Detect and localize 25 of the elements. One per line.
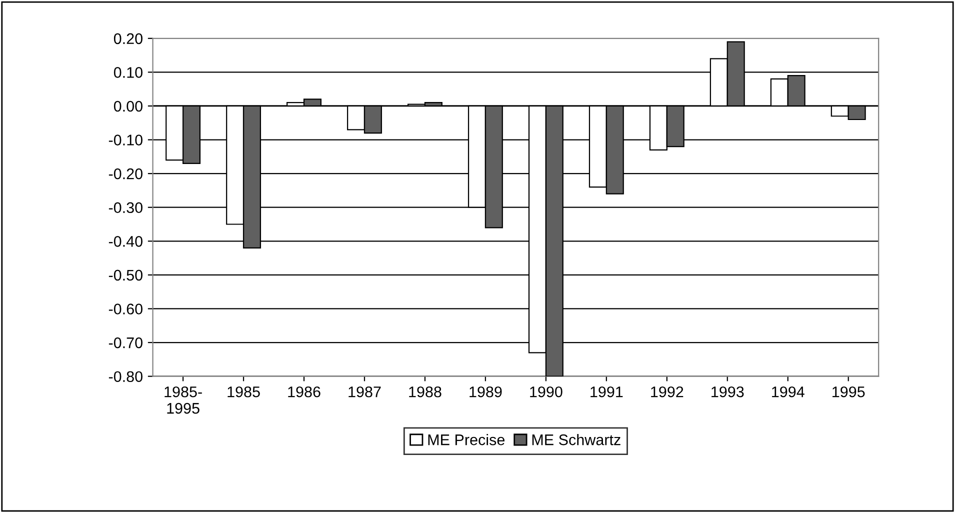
y-tick-label: 0.10 <box>114 67 142 78</box>
x-tick-label: 1993 <box>712 386 744 398</box>
x-tick-label: 1992 <box>651 386 684 398</box>
x-tick-label: 1994 <box>772 386 804 398</box>
y-tick-label: -0.20 <box>108 168 142 180</box>
y-tick-label: -0.50 <box>108 270 142 281</box>
legend-label: ME Schwartz <box>532 434 620 446</box>
y-tick-label: -0.80 <box>108 371 142 382</box>
x-tick-label: 1988 <box>409 386 442 398</box>
y-tick-label: 0.20 <box>114 33 142 44</box>
y-tick-label: -0.70 <box>108 337 142 348</box>
x-tick-label: 1995 <box>832 386 865 398</box>
y-tick-label: -0.60 <box>108 304 142 314</box>
x-tick-label: 1991 <box>590 386 623 398</box>
y-tick-label: 0.00 <box>114 100 142 112</box>
y-tick-label: -0.10 <box>108 134 142 146</box>
y-tick-label: -0.30 <box>108 202 142 214</box>
x-tick-label: 1989 <box>470 386 502 398</box>
x-tick-label: 1985- 1995 <box>164 386 202 414</box>
legend-label: ME Precise <box>428 434 504 446</box>
x-tick-label: 1986 <box>288 386 320 398</box>
y-tick-label: -0.40 <box>108 236 142 247</box>
x-tick-label: 1987 <box>348 386 381 398</box>
x-tick-label: 1990 <box>530 386 562 398</box>
x-tick-label: 1985 <box>228 386 260 398</box>
